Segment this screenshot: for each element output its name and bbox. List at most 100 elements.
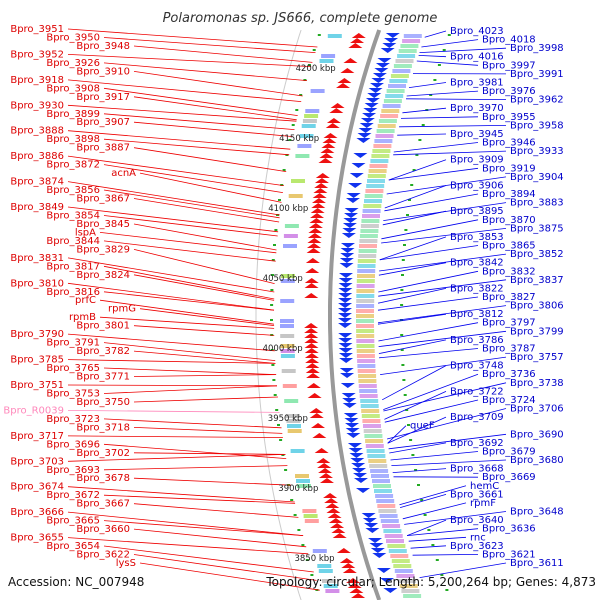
gene-label[interactable]: Bpro_3718 xyxy=(76,422,130,433)
gene-label[interactable]: Bpro_3648 xyxy=(510,507,564,518)
gene-label[interactable]: Bpro_3933 xyxy=(510,146,564,157)
gene-label[interactable]: Bpro_3703 xyxy=(10,456,64,467)
gene-label[interactable]: Bpro_3690 xyxy=(510,429,564,440)
gene-label[interactable]: Bpro_3849 xyxy=(10,202,64,213)
gene-label[interactable]: Bpro_3706 xyxy=(510,404,564,415)
gene-label[interactable]: Bpro_3722 xyxy=(450,386,504,397)
gene-label[interactable]: Bpro_3674 xyxy=(10,482,64,493)
gene-label[interactable]: Bpro_3702 xyxy=(76,448,130,459)
gene-label[interactable]: Bpro_3958 xyxy=(510,120,564,131)
gene-label[interactable]: Bpro_3623 xyxy=(450,541,504,552)
gene-label[interactable]: Bpro_3981 xyxy=(450,78,504,89)
gene-label[interactable]: Bpro_3919 xyxy=(482,163,536,174)
gene-label[interactable]: Bpro_3827 xyxy=(482,292,536,303)
gene-label[interactable]: Bpro_3829 xyxy=(76,244,130,255)
gene-label[interactable]: Bpro_3904 xyxy=(510,172,564,183)
gene-label[interactable]: Bpro_3748 xyxy=(450,361,504,372)
gene-label[interactable]: Bpro_3962 xyxy=(510,95,564,106)
gene-label[interactable]: lspA xyxy=(75,227,96,238)
gene-label[interactable]: Bpro_4023 xyxy=(450,26,504,37)
gene-label[interactable]: Bpro_3801 xyxy=(76,321,130,332)
gene-label[interactable]: rpmB xyxy=(69,312,96,323)
gene-label[interactable]: Bpro_3870 xyxy=(482,215,536,226)
gene-label[interactable]: Bpro_3738 xyxy=(510,378,564,389)
gene-label[interactable]: Bpro_3782 xyxy=(76,346,130,357)
gene-label[interactable]: Bpro_3724 xyxy=(482,395,536,406)
gene-label[interactable]: Bpro_3611 xyxy=(510,558,564,569)
gene-label[interactable]: Bpro_3906 xyxy=(450,181,504,192)
gene-label[interactable]: Bpro_3654 xyxy=(46,541,100,552)
gene-label[interactable]: Bpro_3806 xyxy=(510,301,564,312)
gene-label[interactable]: Bpro_3668 xyxy=(450,464,504,475)
gene-label[interactable]: Bpro_3622 xyxy=(76,550,130,561)
gene-label[interactable]: Bpro_3844 xyxy=(46,236,100,247)
gene-label[interactable]: Bpro_3872 xyxy=(46,160,100,171)
gene-label[interactable]: Bpro_3771 xyxy=(76,372,130,383)
gene-label[interactable]: acnA xyxy=(111,168,136,179)
gene-label[interactable]: Bpro_3888 xyxy=(10,126,64,137)
gene-label[interactable]: Bpro_3909 xyxy=(450,155,504,166)
gene-label[interactable]: Bpro_3917 xyxy=(76,92,130,103)
gene-label[interactable]: Bpro_3991 xyxy=(510,69,564,80)
gene-label[interactable]: Bpro_3785 xyxy=(10,355,64,366)
gene-label[interactable]: Bpro_3926 xyxy=(46,58,100,69)
gene-label[interactable]: Bpro_3908 xyxy=(46,83,100,94)
gene-label[interactable]: Bpro_3679 xyxy=(482,447,536,458)
gene-label[interactable]: Bpro_3886 xyxy=(10,151,64,162)
gene-label[interactable]: hemC xyxy=(470,481,499,492)
gene-label[interactable]: Bpro_3824 xyxy=(76,270,130,281)
gene-label[interactable]: Bpro_3757 xyxy=(510,352,564,363)
gene-label[interactable]: Bpro_3816 xyxy=(46,287,100,298)
gene-label[interactable]: Bpro_3832 xyxy=(482,266,536,277)
gene-label[interactable]: Bpro_3997 xyxy=(482,60,536,71)
gene-label[interactable]: Bpro_3867 xyxy=(76,194,130,205)
gene-label[interactable]: Bpro_3636 xyxy=(482,524,536,535)
gene-label[interactable]: Bpro_3948 xyxy=(76,41,130,52)
gene-label[interactable]: Bpro_3661 xyxy=(450,489,504,500)
gene-label[interactable]: Bpro_R0039 xyxy=(3,405,64,416)
gene-label[interactable]: Bpro_3812 xyxy=(450,309,504,320)
gene-label[interactable]: Bpro_3875 xyxy=(510,223,564,234)
gene-label[interactable]: Bpro_3952 xyxy=(10,49,64,60)
gene-label[interactable]: rpmG xyxy=(108,304,136,315)
gene-label[interactable]: Bpro_3918 xyxy=(10,75,64,86)
gene-label[interactable]: Bpro_3810 xyxy=(10,278,64,289)
gene-label[interactable]: Bpro_3945 xyxy=(450,129,504,140)
gene-label[interactable]: Bpro_3736 xyxy=(482,369,536,380)
gene-label[interactable]: Bpro_3680 xyxy=(510,455,564,466)
gene-label[interactable]: Bpro_3786 xyxy=(450,335,504,346)
gene-label[interactable]: Bpro_3907 xyxy=(76,117,130,128)
gene-label[interactable]: Bpro_3791 xyxy=(46,338,100,349)
gene-label[interactable]: Bpro_4018 xyxy=(482,35,536,46)
gene-label[interactable]: Bpro_3723 xyxy=(46,414,100,425)
gene-label[interactable]: Bpro_3930 xyxy=(10,100,64,111)
gene-label[interactable]: Bpro_3845 xyxy=(76,219,130,230)
gene-label[interactable]: Bpro_3817 xyxy=(46,261,100,272)
gene-label[interactable]: Bpro_3950 xyxy=(46,33,100,44)
gene-label[interactable]: Bpro_3998 xyxy=(510,43,564,54)
gene-label[interactable]: rpmF xyxy=(470,498,496,509)
gene-label[interactable]: Bpro_3895 xyxy=(450,206,504,217)
gene-label[interactable]: Bpro_3842 xyxy=(450,258,504,269)
gene-label[interactable]: Bpro_3672 xyxy=(46,490,100,501)
gene-label[interactable]: Bpro_3910 xyxy=(76,66,130,77)
gene-label[interactable]: Bpro_3660 xyxy=(76,524,130,535)
gene-label[interactable]: Bpro_3751 xyxy=(10,380,64,391)
gene-label[interactable]: Bpro_3696 xyxy=(46,439,100,450)
gene-label[interactable]: Bpro_3898 xyxy=(46,134,100,145)
gene-label[interactable]: Bpro_3799 xyxy=(510,326,564,337)
gene-label[interactable]: Bpro_3865 xyxy=(482,241,536,252)
gene-label[interactable]: Bpro_3883 xyxy=(510,198,564,209)
gene-label[interactable]: Bpro_3753 xyxy=(46,389,100,400)
gene-label[interactable]: rnc xyxy=(470,532,486,543)
gene-label[interactable]: Bpro_3853 xyxy=(450,232,504,243)
gene-label[interactable]: Bpro_3790 xyxy=(10,329,64,340)
gene-label[interactable]: Bpro_3951 xyxy=(10,24,64,35)
gene-label[interactable]: Bpro_3894 xyxy=(482,189,536,200)
gene-label[interactable]: Bpro_3831 xyxy=(10,253,64,264)
gene-label[interactable]: Bpro_3946 xyxy=(482,138,536,149)
gene-label[interactable]: Bpro_3955 xyxy=(482,112,536,123)
gene-label[interactable]: Bpro_3976 xyxy=(482,86,536,97)
gene-label[interactable]: Bpro_3655 xyxy=(10,533,64,544)
gene-label[interactable]: Bpro_3717 xyxy=(10,431,64,442)
